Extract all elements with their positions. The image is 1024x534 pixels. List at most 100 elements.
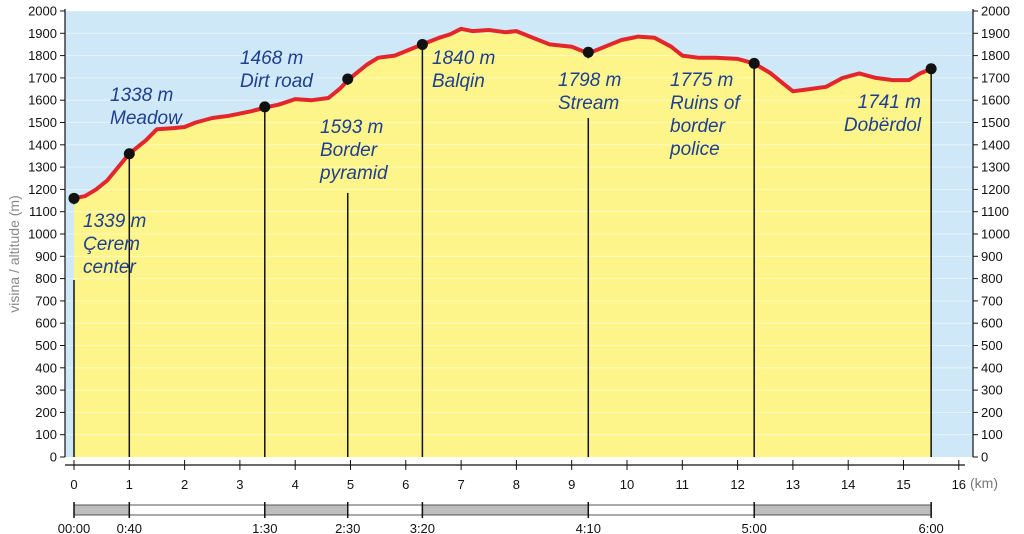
waypoint-label: 1338 m Meadow [110, 85, 183, 129]
y-tick-label-left: 2000 [28, 4, 57, 19]
time-bar-segment [347, 504, 423, 516]
y-tick-label-right: 700 [981, 293, 1003, 308]
waypoint-marker [416, 38, 428, 50]
waypoint-marker [68, 192, 80, 204]
waypoint-label-line: Dobërdol [844, 115, 922, 136]
x-tick-label: 15 [896, 477, 910, 492]
x-tick-label: 5 [347, 477, 354, 492]
y-tick-label-left: 1400 [28, 137, 57, 152]
time-bar-segment [128, 504, 266, 516]
waypoint-label-line: Meadow [110, 108, 183, 129]
waypoint-marker [582, 46, 594, 58]
y-tick-label-right: 500 [981, 338, 1003, 353]
time-bar-label: 2:30 [335, 521, 360, 534]
y-tick-label-left: 1600 [28, 93, 57, 108]
grid-lines [65, 10, 973, 436]
waypoint-label-line: 1338 m [110, 85, 173, 106]
y-tick-label-right: 1300 [981, 160, 1010, 175]
y-tick-label-left: 0 [50, 450, 57, 465]
x-tick-label: 13 [786, 477, 800, 492]
time-bar-label: 3:20 [410, 521, 435, 534]
waypoint-label-line: 1468 m [240, 48, 303, 69]
y-tick-labels-right: 0 100 200 300 400 500 600 700 800 900 1000 1100 1200… [973, 4, 1010, 465]
y-tick-label-right: 800 [981, 271, 1003, 286]
waypoint-label-line: border [670, 116, 726, 137]
waypoint-label: 1798 m Stream [558, 70, 621, 114]
y-tick-label-right: 1200 [981, 182, 1010, 197]
time-bar-segment [264, 504, 349, 516]
time-bar: 00:00 0:40 1:30 2:30 3:20 4:10 5:00 6:00 [58, 502, 944, 534]
y-tick-label-left: 1900 [28, 26, 57, 41]
y-tick-label-right: 400 [981, 360, 1003, 375]
x-tick-label: 11 [676, 477, 690, 492]
x-tick-label: 3 [236, 477, 243, 492]
y-tick-label-right: 1600 [981, 93, 1010, 108]
y-tick-label-left: 900 [35, 249, 57, 264]
x-tick-label: 14 [841, 477, 855, 492]
waypoint-label: 1339 m Çerem center [83, 211, 146, 278]
waypoint-label-line: Border [320, 140, 378, 161]
time-bar-segment [753, 504, 932, 516]
waypoint-label-line: Stream [558, 93, 619, 114]
waypoint-labels: 1339 m Çerem center 1338 m Meadow 1468 m Dirt … [83, 48, 922, 278]
x-axis-unit: (km) [970, 475, 998, 491]
waypoint-marker [123, 148, 135, 160]
terrain-fill [74, 28, 932, 458]
y-tick-label-right: 1700 [981, 70, 1010, 85]
y-tick-label-right: 0 [981, 450, 988, 465]
time-bar-segment [73, 504, 130, 516]
waypoint-label: 1593 m Border pyramid [319, 117, 389, 184]
waypoint-label-line: center [83, 257, 136, 278]
y-tick-label-left: 1500 [28, 115, 57, 130]
x-tick-label: 12 [730, 477, 744, 492]
waypoint-label-line: Çerem [83, 234, 140, 255]
waypoint-marker [748, 57, 760, 69]
y-tick-label-right: 300 [981, 383, 1003, 398]
x-tick-labels: 0 1 2 3 4 5 6 7 8 9 10 11 12 13 14 15 16 [70, 460, 966, 492]
waypoint-marker [925, 63, 937, 75]
y-tick-label-left: 600 [35, 316, 57, 331]
y-tick-label-left: 100 [35, 427, 57, 442]
waypoint-label-line: Ruins of [670, 93, 741, 114]
waypoint-label-line: 1798 m [558, 70, 621, 91]
y-tick-label-left: 1100 [29, 204, 57, 219]
x-tick-label: 2 [181, 477, 188, 492]
time-bar-label: 0:40 [117, 521, 142, 534]
y-tick-label-right: 1800 [981, 48, 1010, 63]
waypoint-label-line: Balqin [432, 71, 485, 92]
y-tick-label-left: 1000 [28, 227, 57, 242]
y-tick-label-left: 300 [35, 383, 57, 398]
waypoint-label: 1741 m Dobërdol [844, 92, 922, 136]
time-bar-label: 00:00 [58, 521, 91, 534]
time-bar-segment [587, 504, 755, 516]
time-bar-label: 4:10 [576, 521, 601, 534]
waypoint-label: 1775 m Ruins of border police [669, 70, 741, 160]
y-tick-label-left: 1700 [28, 70, 57, 85]
y-tick-label-left: 1300 [28, 160, 57, 175]
y-tick-label-left: 1800 [28, 48, 57, 63]
y-tick-label-left: 200 [35, 405, 57, 420]
waypoint-label-line: police [669, 139, 720, 160]
y-tick-label-right: 1400 [981, 137, 1010, 152]
waypoint-label-line: 1840 m [432, 48, 495, 69]
waypoint-label: 1468 m Dirt road [240, 48, 314, 92]
x-tick-label: 4 [292, 477, 299, 492]
y-tick-label-right: 1900 [981, 26, 1010, 41]
y-tick-label-right: 100 [981, 427, 1003, 442]
waypoint-label-line: pyramid [319, 163, 389, 184]
time-bar-label: 1:30 [252, 521, 277, 534]
waypoint-drop-lines [73, 44, 932, 457]
x-tick-label: 9 [568, 477, 575, 492]
axes [64, 9, 974, 466]
y-tick-label-right: 900 [981, 249, 1003, 264]
waypoint-label-line: 1775 m [670, 70, 733, 91]
waypoint-marker [259, 101, 271, 113]
waypoint-markers [68, 38, 937, 204]
y-tick-label-left: 500 [35, 338, 57, 353]
y-tick-label-right: 200 [981, 405, 1003, 420]
x-tick-label: 1 [126, 477, 133, 492]
y-tick-label-left: 800 [35, 271, 57, 286]
y-tick-label-left: 400 [35, 360, 57, 375]
y-axis-label: visina / altitude (m) [6, 195, 22, 312]
time-bar-segment [421, 504, 589, 516]
